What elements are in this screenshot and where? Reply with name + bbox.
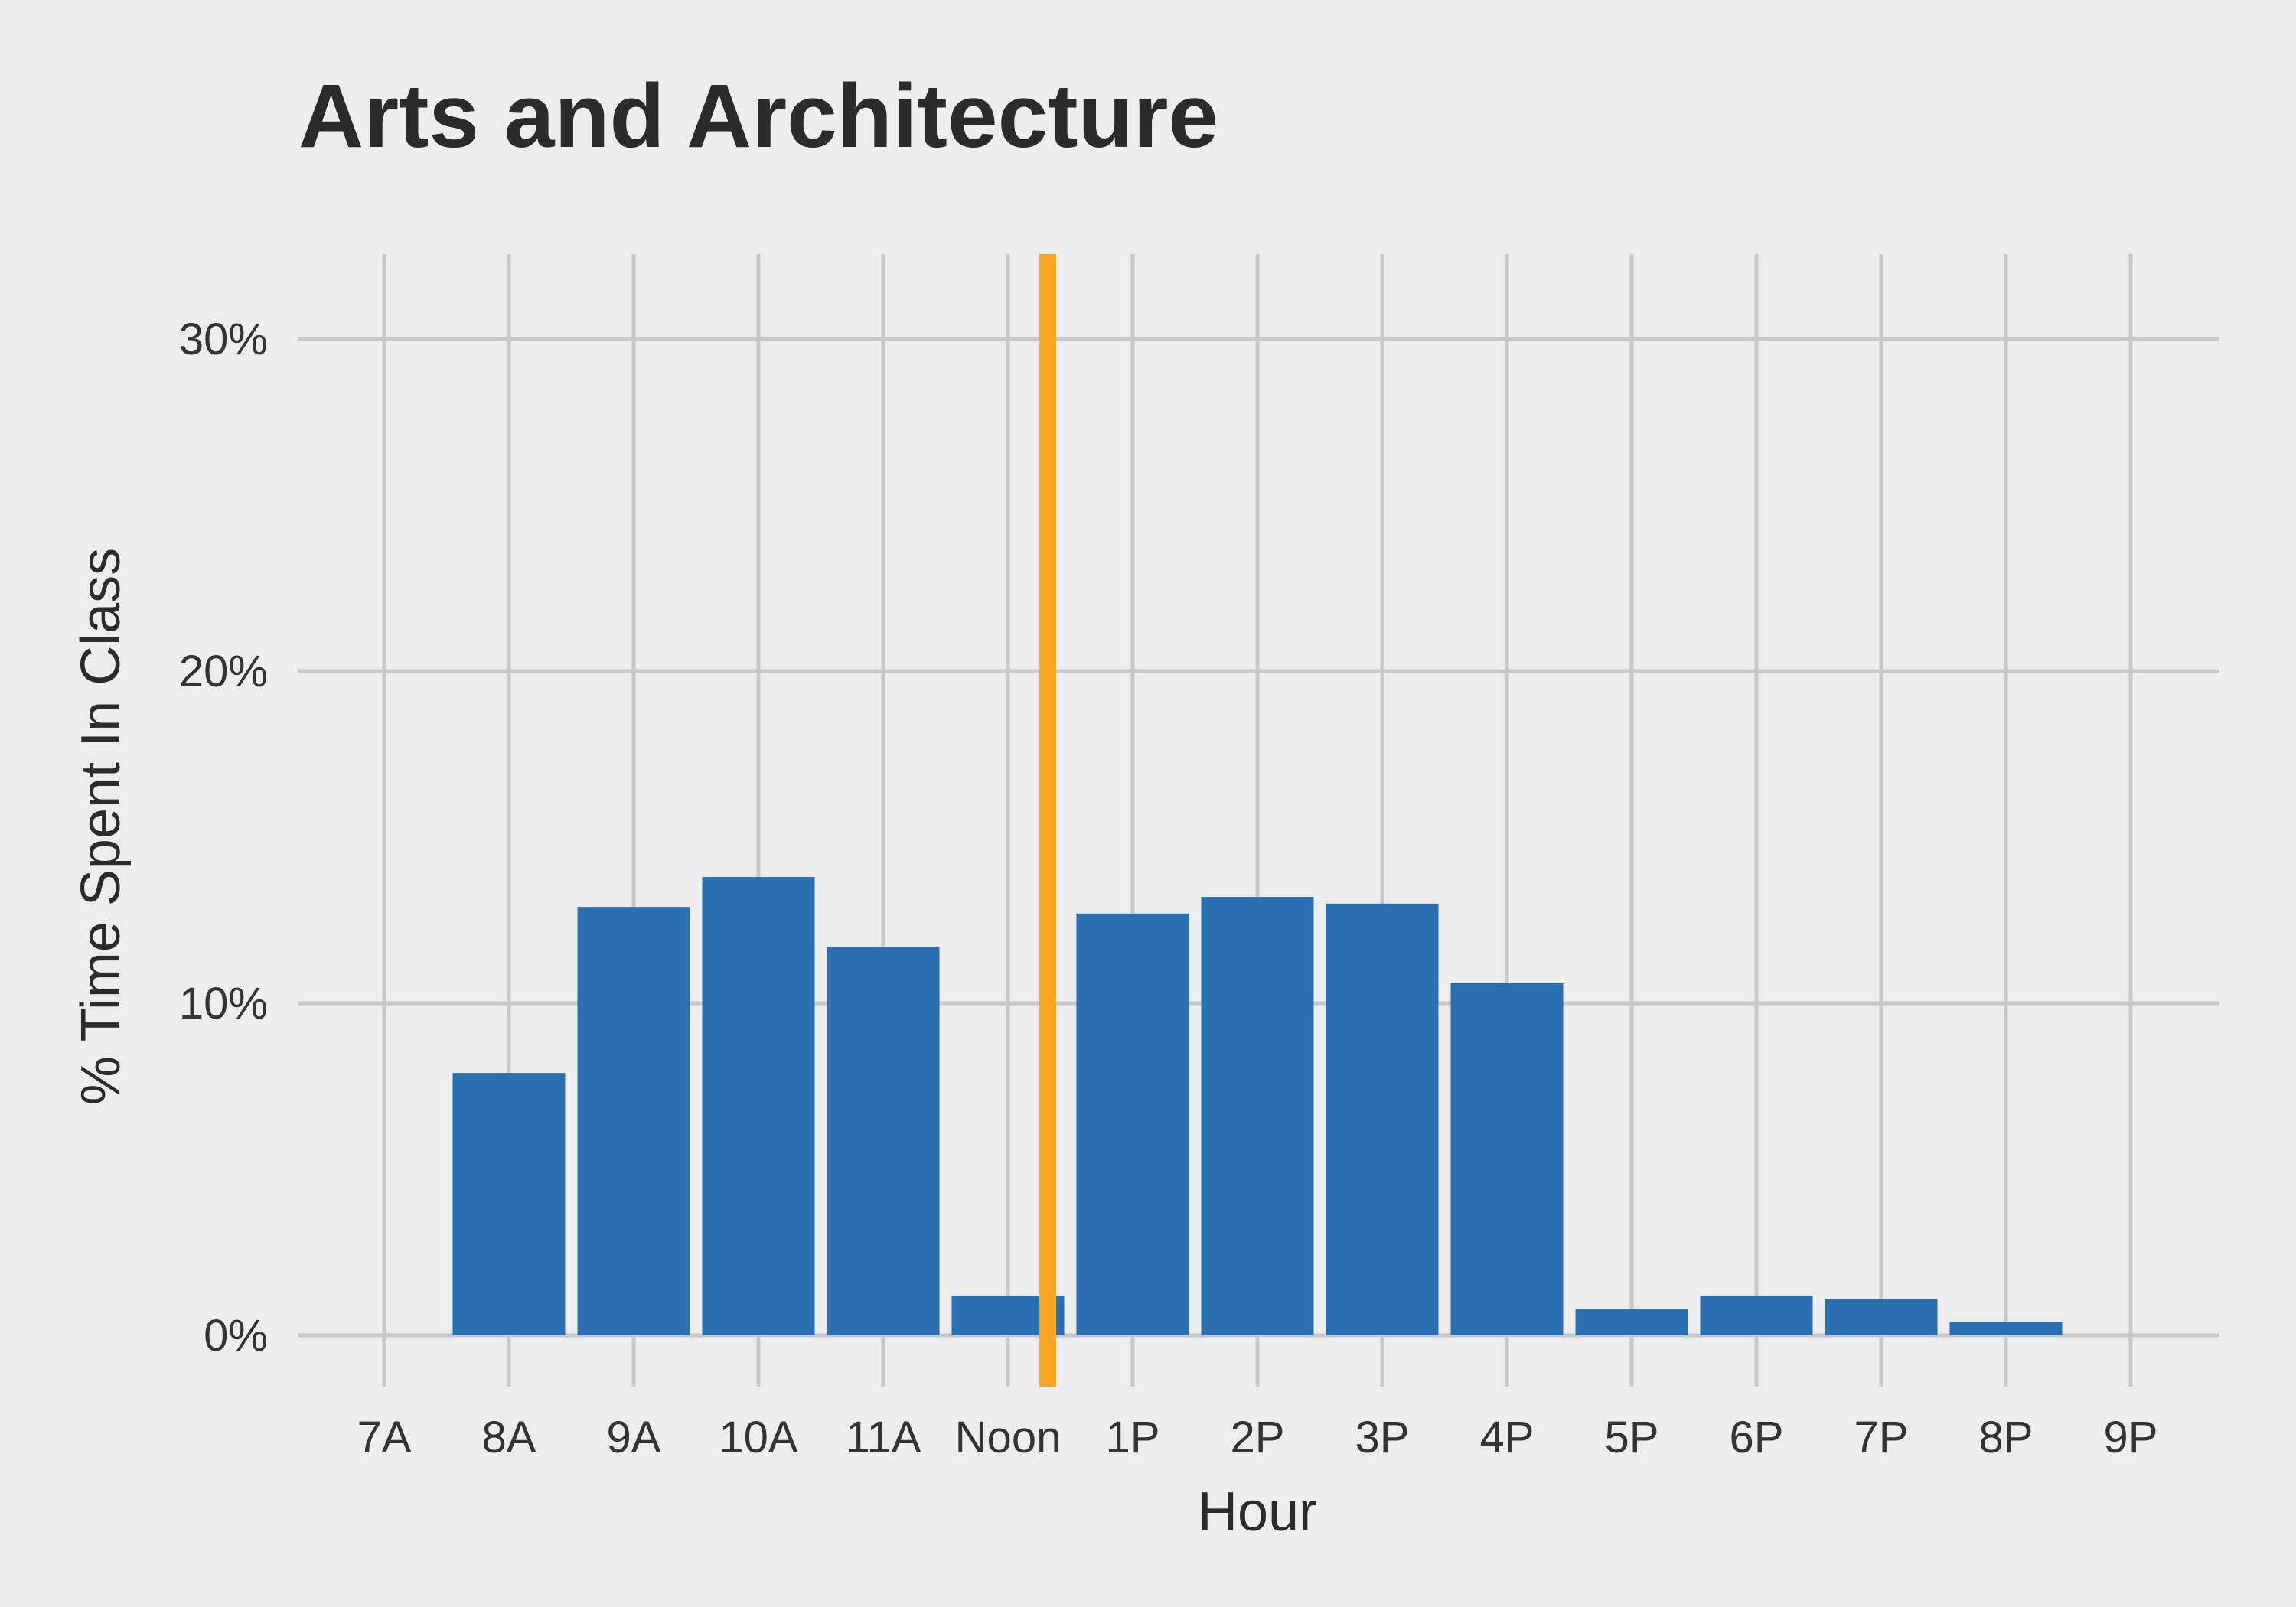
x-tick-label: 7A [357, 1413, 412, 1462]
y-tick-label: 10% [179, 979, 268, 1028]
x-axis-ticks: 7A 8A 9A 10A 11A Noon 1P 2P 3P 4P 5P 6P 7P 8P 9P [357, 1413, 2158, 1462]
y-tick-label: 0% [204, 1311, 268, 1361]
x-tick-label: 9A [607, 1413, 661, 1462]
chart-title: Arts and Architecture [298, 66, 1218, 167]
bar-8A [452, 1073, 566, 1335]
x-tick-label: 2P [1231, 1413, 1285, 1462]
bar-2P [1201, 897, 1314, 1335]
bar-11A [827, 947, 940, 1335]
bar-4P [1450, 983, 1564, 1335]
x-tick-label: 8P [1979, 1413, 2033, 1462]
y-tick-label: 20% [179, 647, 268, 696]
x-tick-label: 5P [1605, 1413, 1659, 1462]
x-tick-label: 11A [846, 1413, 921, 1462]
x-tick-label: Noon [955, 1413, 1062, 1462]
bar-1P [1076, 913, 1189, 1335]
bar-5P [1575, 1309, 1688, 1335]
x-tick-label: 8A [482, 1413, 536, 1462]
x-tick-label: 9P [2104, 1413, 2158, 1462]
bar-10A [702, 877, 815, 1335]
x-axis-label: Hour [1198, 1482, 1317, 1543]
x-tick-label: 10A [719, 1413, 798, 1462]
x-tick-label: 3P [1355, 1413, 1410, 1462]
bars [452, 877, 2063, 1335]
bar-8P [1949, 1322, 2063, 1335]
bar-7P [1825, 1299, 1938, 1335]
y-tick-label: 30% [179, 315, 268, 364]
y-axis-label: % Time Spent In Class [70, 548, 132, 1105]
x-tick-label: 1P [1106, 1413, 1160, 1462]
x-tick-label: 4P [1480, 1413, 1534, 1462]
x-tick-label: 6P [1730, 1413, 1784, 1462]
bar-9A [577, 907, 690, 1335]
y-axis-ticks: 0% 10% 20% 30% [179, 315, 268, 1361]
x-tick-label: 7P [1854, 1413, 1909, 1462]
bar-3P [1326, 903, 1439, 1335]
bar-6P [1700, 1295, 1813, 1335]
